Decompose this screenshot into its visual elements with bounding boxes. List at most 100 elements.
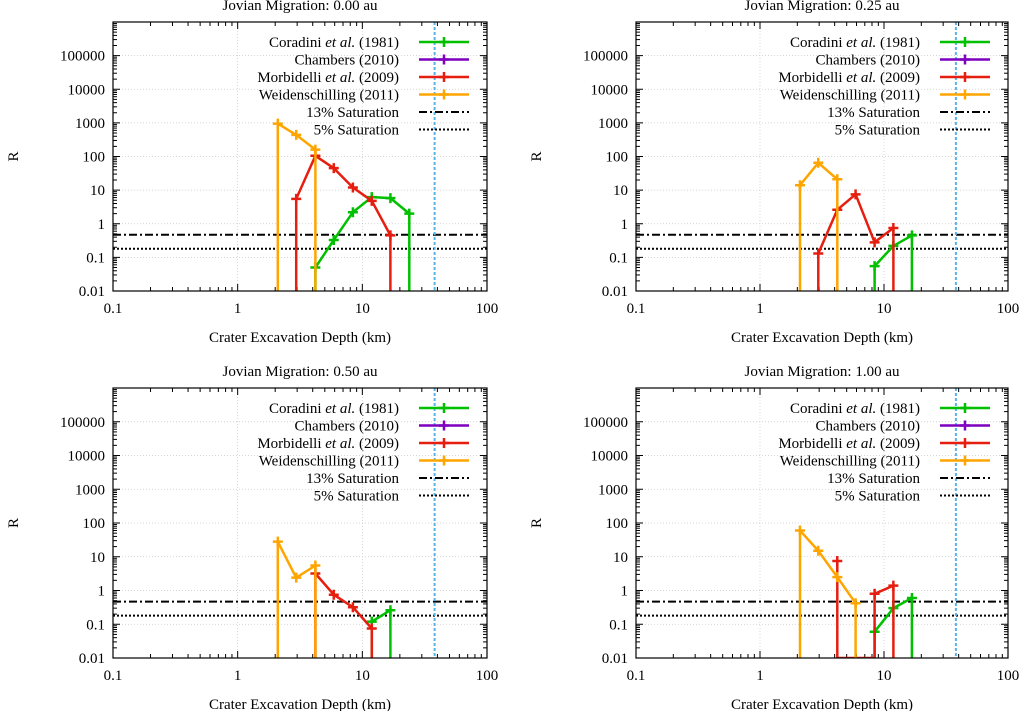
legend-marker — [960, 403, 970, 413]
plot-frame — [112, 21, 488, 292]
series-line — [817, 193, 895, 291]
x-tick-label: 10 — [355, 668, 370, 684]
data-point — [850, 598, 861, 609]
y-tick-label: 0.01 — [602, 651, 628, 667]
legend-label: 13% Saturation — [306, 105, 399, 121]
data-point — [906, 230, 917, 241]
x-tick-label: 0.1 — [627, 301, 646, 317]
legend-marker — [439, 403, 449, 413]
y-tick-label: 1 — [98, 217, 106, 233]
y-tick-label: 0.01 — [79, 651, 105, 667]
chart-title: Jovian Migration: 0.00 au — [223, 0, 378, 14]
y-tick-label: 100 — [83, 150, 106, 166]
y-tick-label: 1000 — [598, 116, 628, 132]
y-tick-label: 10000 — [68, 449, 106, 465]
legend-label: 5% Saturation — [835, 489, 921, 505]
legend-label: Weidenschilling (2011) — [259, 454, 399, 470]
chart-panel-2: 0.1 1 10 1000.010.1110100100010000100000Cor… — [529, 0, 1019, 346]
x-axis-label: Crater Excavation Depth (km) — [731, 330, 913, 346]
series-line — [798, 529, 857, 658]
x-tick-label: 0.1 — [627, 668, 646, 684]
y-tick-label: 1000 — [598, 482, 628, 498]
x-tick-label: 1 — [756, 668, 764, 684]
data-point — [385, 230, 396, 241]
chart-title: Jovian Migration: 0.25 au — [745, 0, 900, 14]
x-axis-label: Crater Excavation Depth (km) — [209, 330, 391, 346]
x-axis-label: Crater Excavation Depth (km) — [731, 697, 913, 711]
y-tick-label: 1 — [621, 217, 629, 233]
series-line — [836, 559, 895, 658]
data-point — [347, 207, 358, 218]
legend-label: Morbidelli et al. (2009) — [778, 436, 920, 452]
data-point — [310, 144, 321, 155]
x-tick-label: 10 — [877, 668, 892, 684]
x-tick-label: 1 — [234, 668, 242, 684]
legend-marker — [439, 54, 449, 65]
y-tick-label: 100 — [83, 516, 106, 532]
legend-label: Coradini et al. (1981) — [790, 401, 920, 417]
data-point — [888, 580, 899, 591]
y-tick-label: 0.01 — [79, 284, 105, 300]
data-point — [404, 208, 415, 219]
legend-marker — [439, 420, 449, 431]
legend-label: Chambers (2010) — [815, 53, 920, 69]
legend-label: Chambers (2010) — [815, 419, 920, 435]
y-tick-label: 0.1 — [86, 617, 105, 633]
data-point — [291, 193, 302, 204]
legend-label: Coradini et al. (1981) — [790, 35, 920, 51]
data-point — [869, 261, 880, 272]
y-tick-label: 100 — [606, 516, 629, 532]
y-axis-label: R — [6, 518, 22, 528]
legend-label: Chambers (2010) — [294, 53, 399, 69]
y-tick-label: 100000 — [60, 49, 105, 65]
y-tick-label: 0.01 — [602, 284, 628, 300]
data-point — [869, 588, 880, 599]
legend-label: 5% Saturation — [314, 489, 400, 505]
legend-label: Morbidelli et al. (2009) — [778, 70, 920, 86]
data-point — [813, 545, 824, 556]
x-tick-label: 1 — [756, 301, 764, 317]
data-point — [850, 189, 861, 200]
data-point — [869, 237, 880, 248]
y-tick-label: 100000 — [583, 415, 628, 431]
legend-label: 13% Saturation — [827, 105, 920, 121]
y-axis-label: R — [529, 518, 545, 528]
series-line — [370, 608, 392, 658]
y-tick-label: 10 — [613, 183, 628, 199]
data-point — [813, 248, 824, 259]
y-tick-label: 10 — [90, 550, 105, 566]
data-point — [366, 195, 377, 206]
x-tick-label: 100 — [476, 668, 499, 684]
data-point — [310, 560, 321, 571]
legend-label: Coradini et al. (1981) — [269, 35, 399, 51]
legend-marker — [439, 72, 449, 82]
y-tick-label: 0.1 — [86, 250, 105, 266]
x-tick-label: 100 — [476, 301, 499, 317]
legend-marker — [960, 54, 970, 65]
y-axis-label: R — [6, 151, 22, 161]
series-line — [314, 195, 411, 291]
legend-marker — [960, 72, 970, 82]
y-tick-label: 1000 — [75, 482, 105, 498]
chart-title: Jovian Migration: 0.50 au — [223, 364, 378, 380]
x-tick-label: 100 — [997, 668, 1020, 684]
legend-marker — [960, 438, 970, 448]
legend-marker — [439, 455, 449, 466]
data-point — [813, 157, 824, 168]
series-line — [276, 540, 317, 658]
legend-marker — [439, 438, 449, 448]
data-point — [794, 180, 805, 191]
plot-frame — [635, 21, 1009, 292]
legend-marker — [960, 420, 970, 431]
x-tick-label: 0.1 — [104, 301, 123, 317]
data-point — [347, 182, 358, 193]
plot-frame — [112, 387, 488, 659]
y-tick-label: 100000 — [60, 415, 105, 431]
legend-label: Weidenschilling (2011) — [780, 88, 920, 104]
y-tick-label: 0.1 — [609, 250, 628, 266]
legend-label: Morbidelli et al. (2009) — [257, 436, 399, 452]
data-point — [328, 234, 339, 245]
legend-label: 13% Saturation — [306, 471, 399, 487]
data-point — [272, 536, 283, 547]
